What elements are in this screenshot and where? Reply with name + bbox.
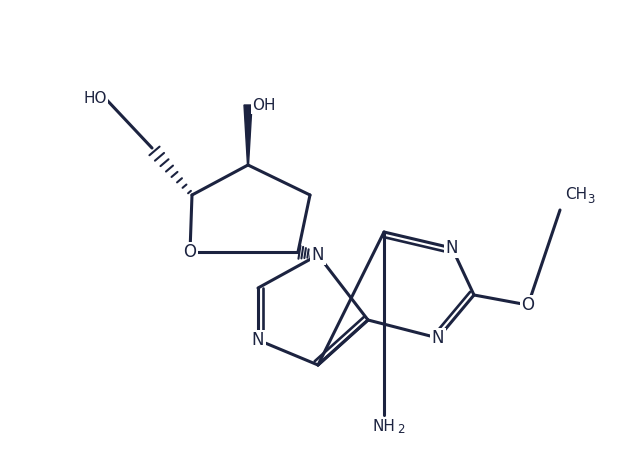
Text: N: N	[445, 239, 458, 257]
Text: N: N	[252, 331, 264, 349]
Text: O: O	[184, 243, 196, 261]
Text: N: N	[312, 246, 324, 264]
Text: O: O	[522, 296, 534, 314]
Text: N: N	[432, 329, 444, 347]
Text: 2: 2	[397, 423, 404, 436]
Text: 3: 3	[587, 193, 595, 206]
Text: HO: HO	[83, 91, 107, 105]
Text: OH: OH	[252, 97, 275, 112]
Polygon shape	[244, 105, 252, 165]
Text: CH: CH	[565, 187, 587, 202]
Text: NH: NH	[372, 419, 396, 434]
